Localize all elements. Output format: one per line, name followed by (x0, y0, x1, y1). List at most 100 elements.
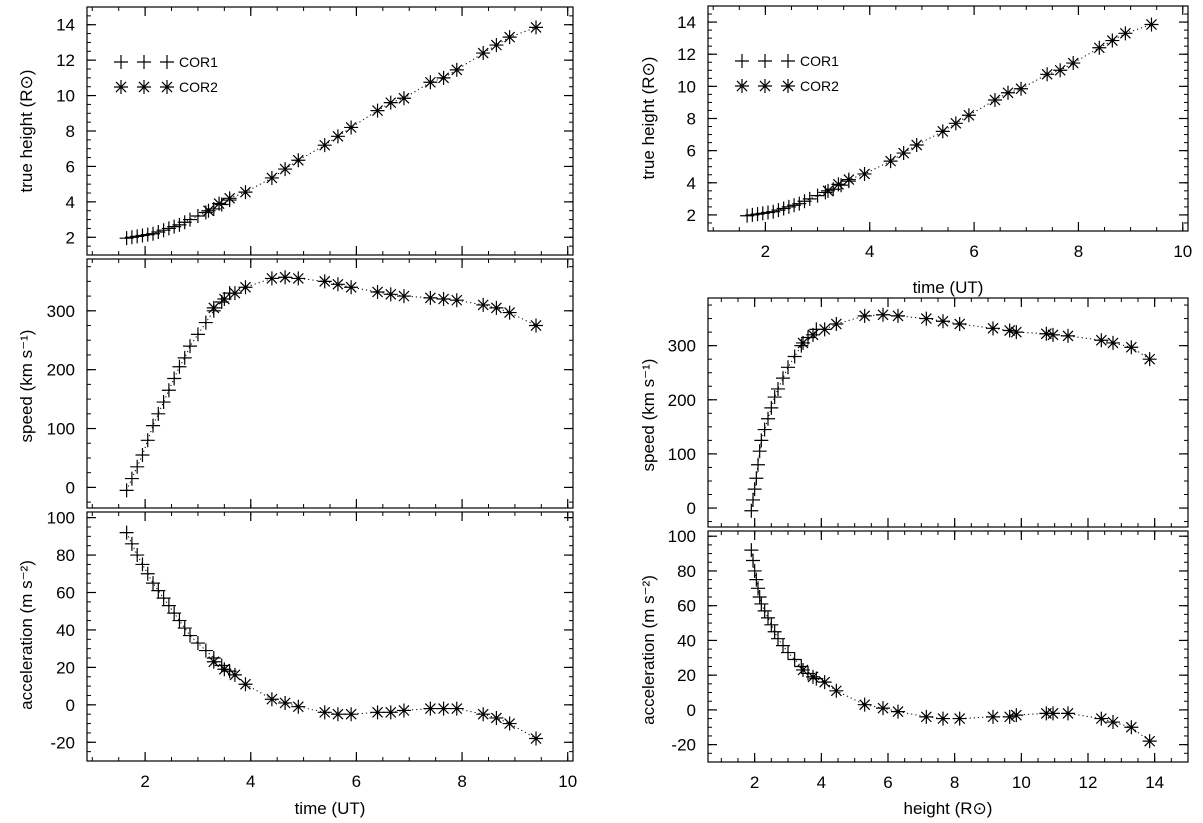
left-top-y-tick-label: 2 (66, 228, 75, 247)
right-middle-y-tick-label: 300 (668, 337, 696, 356)
left-bottom-cor1-point (135, 557, 150, 572)
left-top-cor1-point (140, 227, 155, 242)
right-top-cor1-point (834, 178, 849, 193)
right-middle-cor2-point (1142, 352, 1157, 367)
left-top-series-cor2 (201, 20, 544, 218)
right-middle-series-cor1 (744, 322, 824, 518)
right-bottom-y-tick-label: 0 (687, 701, 696, 720)
right-middle-cor2-point (986, 321, 1000, 336)
left-bottom-cor1-point (177, 621, 192, 636)
right-bottom-fit-line (750, 550, 1150, 742)
left-bottom-series-cor2 (206, 654, 544, 746)
right-bottom-cor2-point (817, 675, 832, 690)
right-bottom-cor2-point (1002, 709, 1017, 724)
legend-cor2-symbol (160, 80, 174, 94)
left-bottom-cor1-point (140, 566, 155, 581)
right-middle-cor1-point (781, 360, 795, 375)
left-top-cor2-point (396, 91, 411, 106)
right-top-series-cor2 (821, 17, 1159, 198)
left-bottom-cor1-point (130, 548, 145, 563)
right-top-y-tick-label: 6 (687, 142, 696, 161)
legend-cor2-symbol (758, 79, 772, 93)
left-top-cor1-point (190, 209, 205, 224)
left-top-cor2-point (502, 30, 517, 45)
right-middle-cor2-point (796, 335, 810, 350)
right-top-cor2-point (1014, 81, 1029, 96)
right-top-x-tick-label: 8 (1074, 242, 1083, 261)
right-bottom-y-tick-label: 60 (677, 597, 696, 616)
right-top-cor2-point (883, 154, 898, 169)
left-bottom-cor1-point (198, 643, 213, 658)
right-middle-frame (707, 297, 1189, 528)
left-top-cor2-point (264, 170, 279, 185)
right-bottom-cor2-point (1124, 720, 1139, 735)
left-bottom-cor2-point (317, 705, 332, 720)
left-middle-cor2-point (217, 292, 232, 307)
right-top-x-tick-label: 2 (761, 242, 770, 261)
left-top-legend: COR1 COR2 (114, 54, 218, 95)
left-bottom-cor2-point (476, 707, 491, 722)
left-middle-cor2-point (502, 305, 517, 320)
left-bottom-cor2-point (330, 707, 345, 722)
left-middle-cor1-point (156, 395, 171, 410)
right-middle-cor2-point (1009, 325, 1024, 340)
left-middle-cor2-point (264, 271, 279, 286)
left-bottom-frame (86, 511, 574, 762)
right-middle-cor2-point (1106, 335, 1120, 350)
right-bottom-cor1-point (767, 624, 782, 639)
right-top-x-tick-label: 10 (1173, 242, 1192, 261)
right-middle-cor2-point (806, 327, 820, 342)
right-middle-cor1-point (776, 371, 790, 386)
left-middle-cor2-point (396, 289, 411, 304)
left-bottom-cor1-point (222, 664, 237, 679)
legend-cor1-label: COR1 (179, 54, 218, 70)
right-top-cor2-point (841, 172, 856, 187)
right-bottom-series-cor1 (744, 543, 824, 686)
left-middle-cor1-point (135, 448, 150, 463)
left-top-cor2-point (436, 70, 451, 85)
right-bottom-cor2-point (986, 709, 1000, 724)
right-bottom-cor2-point (919, 709, 934, 724)
left-top-cor2-point (278, 162, 293, 177)
left-bottom-cor2-point (206, 654, 221, 669)
left-bottom-cor2-point (396, 703, 411, 718)
left-bottom-cor2-point (370, 705, 385, 720)
right-bottom-cor2-point (1094, 711, 1109, 726)
right-middle-cor1-point (752, 444, 767, 459)
right-bottom-x-tick-label: 8 (950, 773, 959, 792)
left-bottom-cor2-point (264, 692, 279, 707)
right-top-cor2-point (857, 166, 872, 181)
left-bottom-x-tick-label: 6 (352, 772, 361, 791)
right-middle-cor2-point (1046, 327, 1060, 342)
right-bottom-cor2-point (796, 662, 810, 677)
right-top-cor2-point (1040, 67, 1055, 82)
right-middle-cor2-point (952, 316, 967, 331)
right-bottom-cor1-point (787, 652, 802, 667)
left-top-y-tick-label: 14 (56, 16, 75, 35)
right-bottom-cor2-point (1061, 706, 1075, 721)
right-bottom-panel: 2 4 6 8 10 12 14 -20 0 20 40 60 80 100 (668, 527, 1189, 792)
right-middle-cor1-point (747, 482, 762, 497)
left-bottom-x-tick-label: 4 (246, 772, 255, 791)
left-middle-cor2-point (370, 284, 385, 299)
legend-cor1-symbol (160, 55, 174, 69)
left-bottom-cor2-point (217, 662, 232, 677)
left-top-cor1-point (206, 201, 221, 216)
left-bottom-cor2-point (529, 731, 544, 746)
right-bottom-x-tick-label: 10 (1012, 773, 1031, 792)
right-middle-cor2-point (1124, 340, 1139, 355)
right-top-cor2-point (821, 183, 835, 198)
right-top-cor2-point (896, 146, 911, 161)
left-top-panel: 2 4 6 8 10 12 14 COR1 COR2 (56, 6, 574, 256)
right-bottom-cor1-point (761, 610, 775, 625)
right-top-cor2-point (987, 93, 1002, 108)
right-bottom-y-tick-label: 80 (677, 562, 696, 581)
left-top-cor1-point (161, 221, 176, 236)
left-middle-cor1-point (177, 350, 192, 365)
left-bottom-x-tick-label: 2 (140, 772, 149, 791)
right-middle-ylabel: speed (km s⁻¹) (639, 359, 658, 472)
left-top-y-tick-label: 4 (66, 193, 75, 212)
left-middle-cor2-point (238, 280, 253, 295)
left-top-cor1-point (119, 231, 134, 246)
